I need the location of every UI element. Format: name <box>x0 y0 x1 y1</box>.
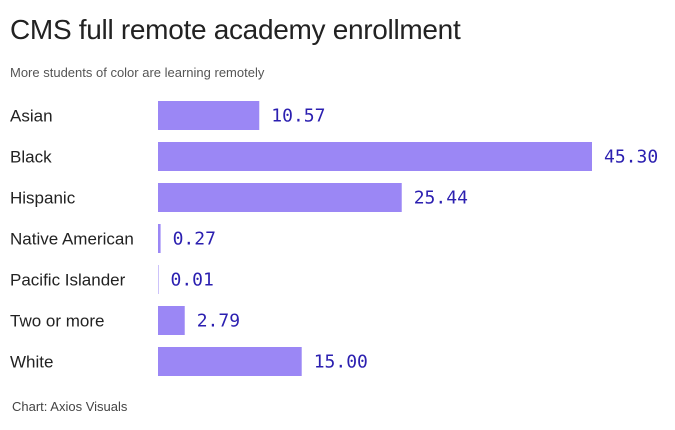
chart-source: Chart: Axios Visuals <box>12 399 128 414</box>
category-label: Black <box>10 148 52 167</box>
chart-title: CMS full remote academy enrollment <box>10 14 461 45</box>
value-label: 25.44 <box>414 188 468 209</box>
category-label: Asian <box>10 107 53 126</box>
value-label: 0.27 <box>173 229 216 250</box>
bar <box>158 142 592 171</box>
value-label: 0.01 <box>171 270 214 291</box>
category-label: Hispanic <box>10 189 76 208</box>
category-label: Pacific Islander <box>10 271 126 290</box>
bar <box>158 347 302 376</box>
bar <box>158 306 185 335</box>
bar <box>158 183 402 212</box>
category-label: White <box>10 353 53 372</box>
bar <box>158 224 161 253</box>
bar <box>158 101 260 130</box>
chart-subtitle: More students of color are learning remo… <box>10 65 265 80</box>
value-label: 2.79 <box>197 311 240 332</box>
value-label: 15.00 <box>314 352 368 373</box>
category-label: Native American <box>10 230 134 249</box>
bar <box>158 265 159 294</box>
value-label: 45.30 <box>604 147 658 168</box>
value-label: 10.57 <box>271 106 325 127</box>
category-label: Two or more <box>10 312 104 331</box>
